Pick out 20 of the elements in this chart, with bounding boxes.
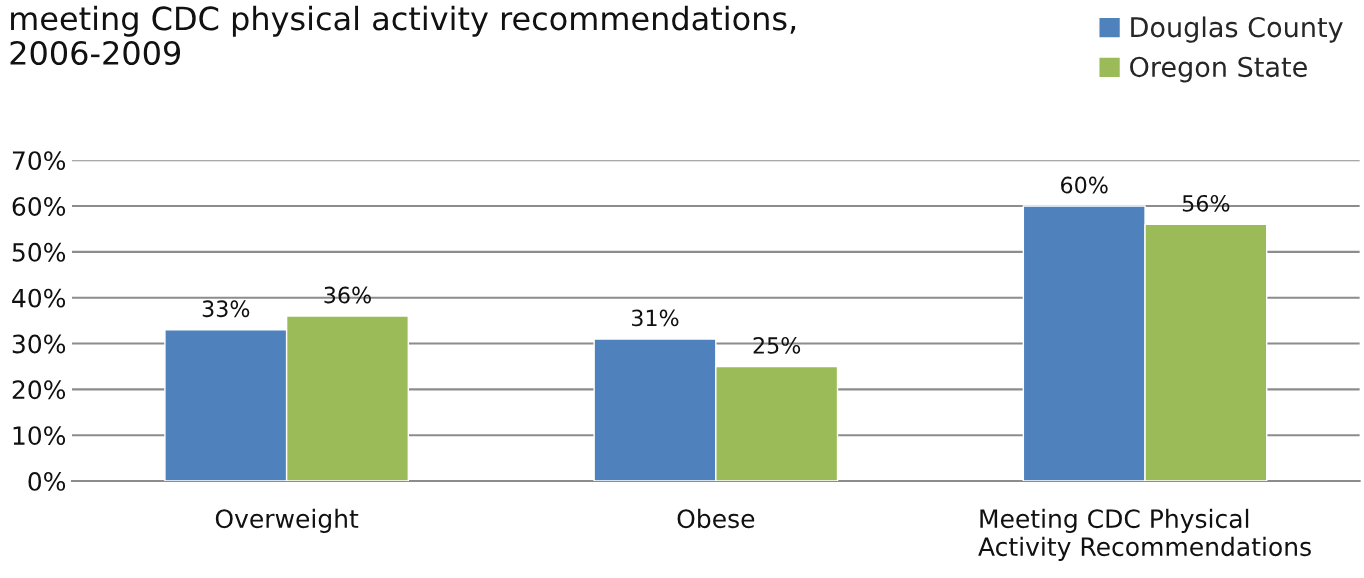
data-label: 33%	[202, 300, 250, 318]
chart-title: meeting CDC physical activity recommendations, 2006-2009	[10, 5, 796, 66]
y-tick-label: 20%	[12, 380, 66, 400]
y-tick-label: 50%	[12, 242, 66, 262]
x-tick-label: Meeting CDC Physical Activity Recommendations	[978, 508, 1311, 561]
x-tick-label: Obese	[677, 508, 755, 529]
y-tick-label: 70%	[12, 151, 66, 171]
y-tick-label: 60%	[12, 196, 66, 216]
legend-label: Douglas County	[1131, 16, 1343, 43]
data-label: 31%	[631, 309, 679, 327]
legend-label: Oregon State	[1130, 56, 1307, 83]
data-label: 36%	[324, 286, 371, 304]
data-label: 60%	[1061, 176, 1108, 194]
y-tick-label: 0%	[28, 471, 66, 491]
y-tick-label: 10%	[13, 426, 66, 446]
y-tick-label: 30%	[12, 334, 66, 354]
y-tick-label: 40%	[12, 288, 66, 308]
data-label: 25%	[753, 337, 801, 354]
x-tick-label: Overweight	[215, 508, 359, 533]
data-label: 56%	[1182, 194, 1230, 212]
